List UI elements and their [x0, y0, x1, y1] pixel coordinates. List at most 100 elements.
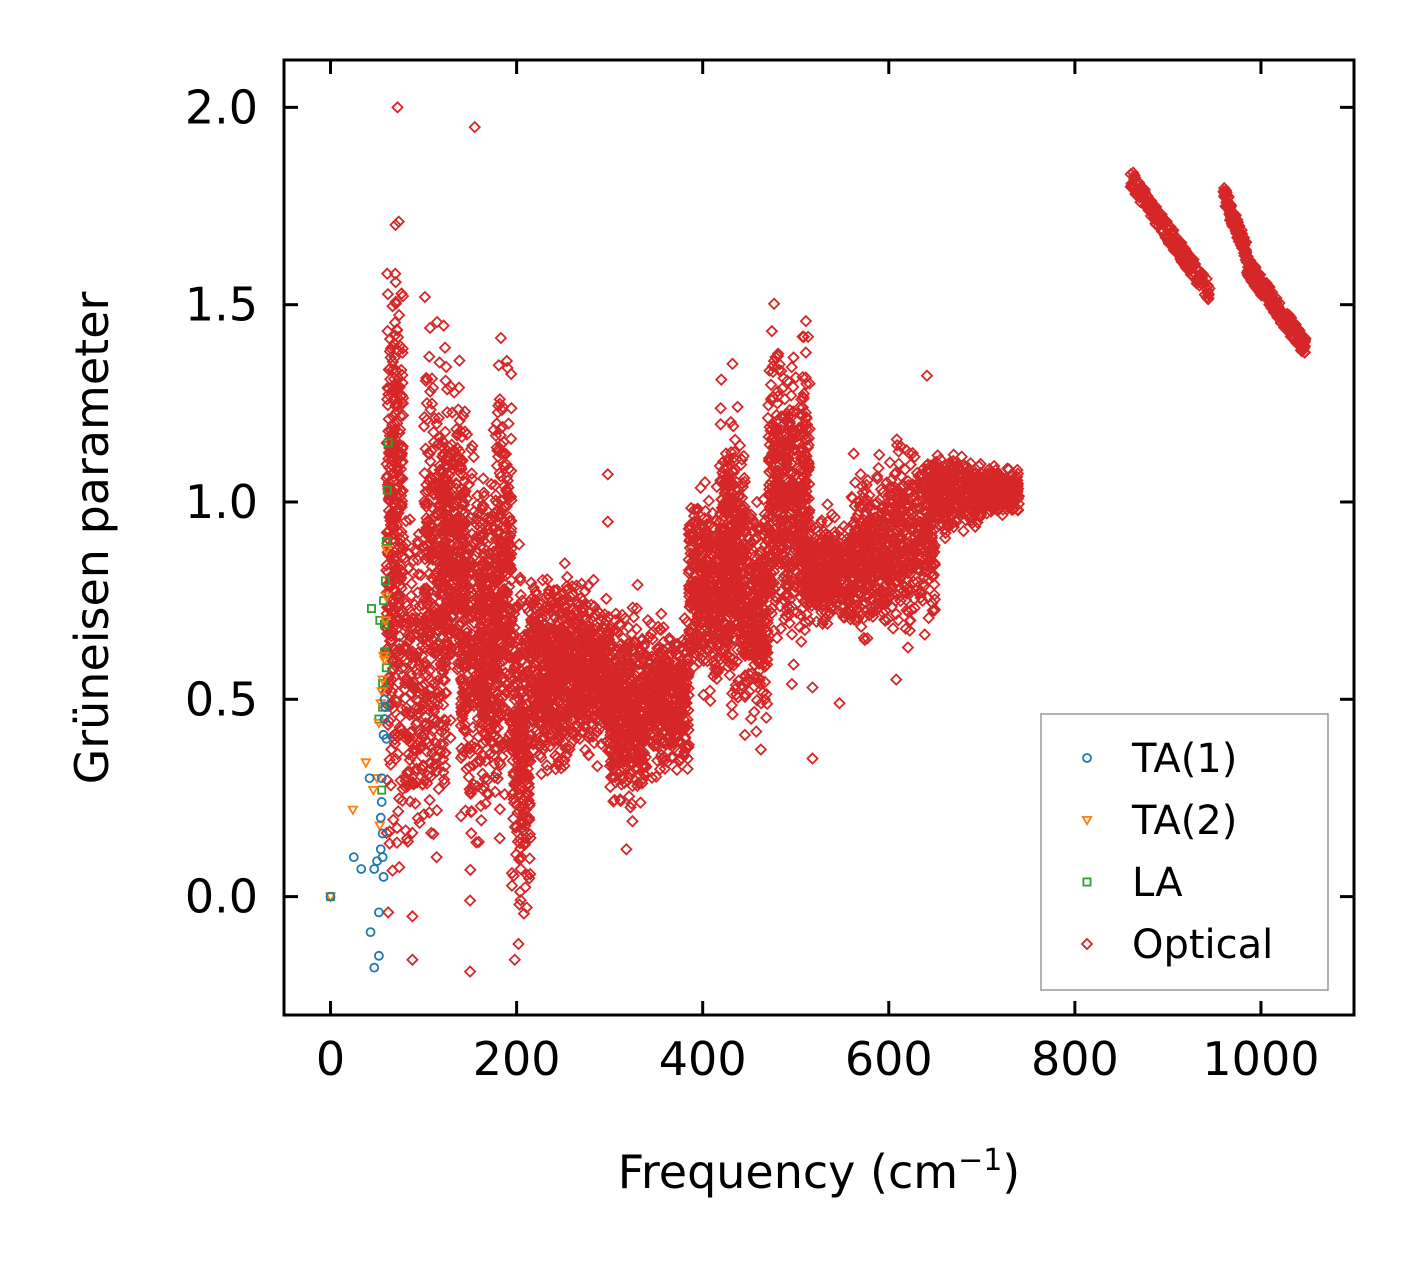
data-point: [560, 570, 574, 584]
data-point: [418, 585, 431, 599]
data-point: [427, 425, 440, 439]
data-point: [390, 323, 404, 337]
data-point: [520, 787, 533, 801]
data-point: [726, 708, 739, 721]
data-point: [380, 471, 393, 485]
data-point: [442, 555, 455, 569]
data-point: [467, 758, 480, 772]
data-point: [392, 503, 405, 517]
data-point: [543, 655, 556, 669]
data-point: [474, 662, 488, 675]
data-point: [527, 733, 540, 747]
data-point: [519, 803, 533, 816]
data-point: [444, 585, 457, 599]
data-point: [392, 649, 406, 662]
data-point: [529, 585, 542, 599]
data-point: [430, 315, 444, 329]
data-point: [399, 641, 412, 655]
data-point: [460, 492, 474, 505]
data-point: [539, 708, 553, 722]
data-point: [440, 382, 454, 396]
data-point: [418, 678, 432, 692]
data-point: [496, 537, 510, 550]
data-point: [467, 535, 481, 549]
data-point: [493, 466, 506, 480]
data-point: [440, 488, 453, 502]
data-point: [494, 682, 508, 695]
data-point: [398, 551, 412, 565]
data-point: [419, 710, 433, 724]
data-point: [534, 751, 548, 764]
data-point: [582, 748, 596, 762]
data-point: [402, 677, 415, 690]
data-point: [405, 577, 418, 590]
data-point: [429, 657, 443, 671]
data-point: [418, 494, 431, 508]
data-point: [698, 476, 712, 489]
data-point: [489, 488, 503, 502]
data-point: [455, 533, 468, 547]
data-point: [714, 373, 728, 386]
data-point: [399, 596, 413, 610]
data-point: [457, 517, 471, 530]
data-point: [507, 766, 520, 779]
data-point: [440, 405, 454, 419]
data-point: [417, 808, 431, 821]
data-point: [477, 572, 490, 585]
data-point: [578, 743, 592, 757]
data-point: [493, 669, 507, 683]
data-point: [566, 687, 580, 701]
data-point: [532, 687, 545, 701]
data-point: [455, 488, 468, 502]
data-point: [388, 329, 402, 342]
data-point: [491, 772, 504, 785]
data-point: [433, 743, 447, 757]
data-point: [441, 621, 455, 634]
data-point: [492, 692, 505, 706]
data-point: [806, 752, 819, 765]
data-point: [426, 633, 440, 647]
data-point: [422, 594, 436, 607]
data-point: [522, 811, 536, 824]
data-point: [543, 591, 556, 604]
data-point: [425, 397, 439, 411]
data-point: [443, 531, 457, 545]
data-point: [532, 715, 546, 729]
data-point: [544, 655, 558, 669]
data-point: [557, 671, 571, 685]
data-point: [495, 750, 509, 763]
data-point: [889, 673, 903, 686]
data-point: [423, 385, 437, 398]
data-point: [416, 679, 429, 693]
data-point: [438, 341, 452, 355]
data-point: [567, 702, 580, 716]
data-point: [395, 287, 408, 300]
data-point: [505, 879, 519, 892]
data-point: [430, 764, 444, 778]
data-point: [407, 554, 420, 568]
data-point: [546, 734, 560, 748]
data-point: [575, 642, 588, 656]
data-point: [403, 708, 416, 722]
data-point: [393, 471, 407, 485]
data-point: [514, 862, 528, 876]
data-point: [436, 610, 450, 623]
data-point: [413, 735, 426, 748]
data-point: [417, 419, 431, 433]
data-point: [380, 267, 394, 281]
data-point: [437, 674, 451, 688]
data-point: [497, 582, 511, 596]
data-point: [749, 725, 763, 738]
data-point: [475, 628, 489, 642]
data-point: [586, 647, 600, 661]
data-point: [567, 720, 581, 733]
data-point: [497, 479, 511, 493]
data-point: [481, 718, 494, 731]
data-point: [396, 782, 410, 796]
data-point: [527, 631, 541, 644]
data-point: [487, 730, 501, 743]
data-point: [409, 717, 423, 731]
data-point: [436, 630, 450, 644]
data-point: [463, 742, 477, 756]
